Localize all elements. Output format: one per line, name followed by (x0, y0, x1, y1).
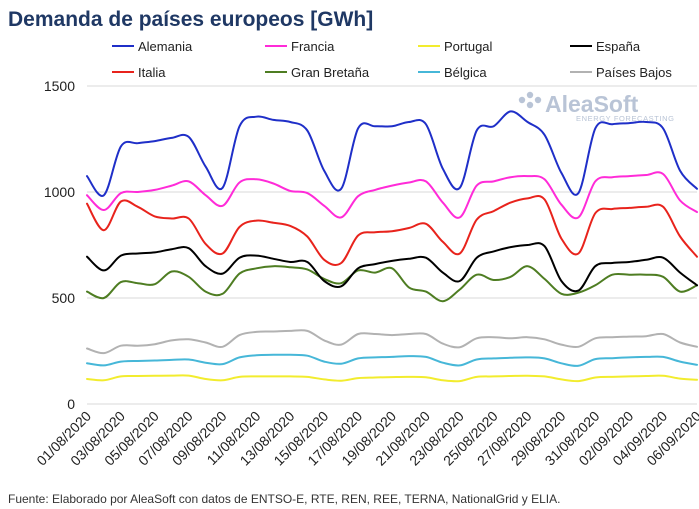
legend-label: Portugal (444, 39, 493, 54)
aleasoft-logo-icon (518, 91, 542, 109)
y-tick-label: 500 (52, 290, 76, 306)
series-lines (86, 110, 698, 383)
legend-label: Italia (138, 65, 166, 80)
series-line-portugal (86, 374, 698, 383)
watermark-tagline: ENERGY FORECASTING (576, 114, 675, 123)
series-line-gran-bretana (86, 265, 698, 303)
y-tick-label: 1500 (44, 78, 75, 94)
y-tick-label: 1000 (44, 184, 75, 200)
source-note: Fuente: Elaborado por AleaSoft con datos… (8, 492, 560, 506)
gridlines (87, 85, 697, 405)
legend-label: España (596, 39, 641, 54)
series-line-paises-bajos (86, 329, 698, 355)
series-line-italia (86, 194, 698, 266)
watermark-brand: AleaSoft (545, 91, 639, 117)
y-axis: 0 500 1000 1500 (44, 78, 75, 412)
legend: Alemania Francia Portugal España Italia Gran … (112, 39, 672, 80)
x-axis: 01/08/202003/08/202005/08/202007/08/2020… (33, 408, 699, 469)
y-tick-label: 0 (67, 396, 75, 412)
legend-label: Países Bajos (596, 65, 672, 80)
series-line-alemania (86, 110, 698, 197)
legend-label: Bélgica (444, 65, 487, 80)
legend-label: Alemania (138, 39, 193, 54)
chart-title: Demanda de países europeos [GWh] (8, 8, 373, 31)
series-line-francia (86, 171, 698, 220)
series-line-espana (86, 242, 698, 293)
watermark-logo: AleaSoft ENERGY FORECASTING (518, 91, 675, 123)
legend-label: Francia (291, 39, 335, 54)
legend-label: Gran Bretaña (291, 65, 370, 80)
series-line-belgica (86, 353, 698, 367)
